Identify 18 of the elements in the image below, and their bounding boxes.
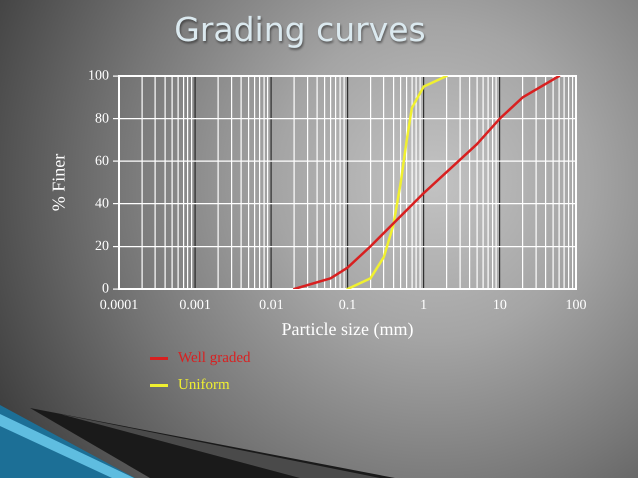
x-tick-label: 100 bbox=[566, 298, 586, 314]
y-tick-label: 40 bbox=[95, 196, 109, 212]
legend-label: Uniform bbox=[178, 377, 230, 394]
x-tick-label: 10 bbox=[492, 298, 507, 314]
y-tick-label: 100 bbox=[88, 68, 109, 84]
x-tick-label: 1 bbox=[420, 298, 428, 314]
legend-label: Well graded bbox=[178, 350, 251, 367]
x-tick-label: 0.0001 bbox=[100, 298, 138, 314]
chart-title: Grading curves bbox=[173, 10, 427, 49]
y-tick-label: 80 bbox=[95, 111, 109, 126]
x-tick-label: 0.1 bbox=[338, 298, 356, 314]
x-tick-label: 0.001 bbox=[179, 298, 211, 314]
y-tick-label: 20 bbox=[95, 239, 109, 254]
y-axis-title: % Finer bbox=[48, 154, 69, 212]
x-axis-title: Particle size (mm) bbox=[282, 318, 414, 339]
y-tick-label: 0 bbox=[102, 282, 109, 297]
x-tick-label: 0.01 bbox=[259, 298, 284, 314]
y-tick-label: 60 bbox=[95, 154, 109, 169]
